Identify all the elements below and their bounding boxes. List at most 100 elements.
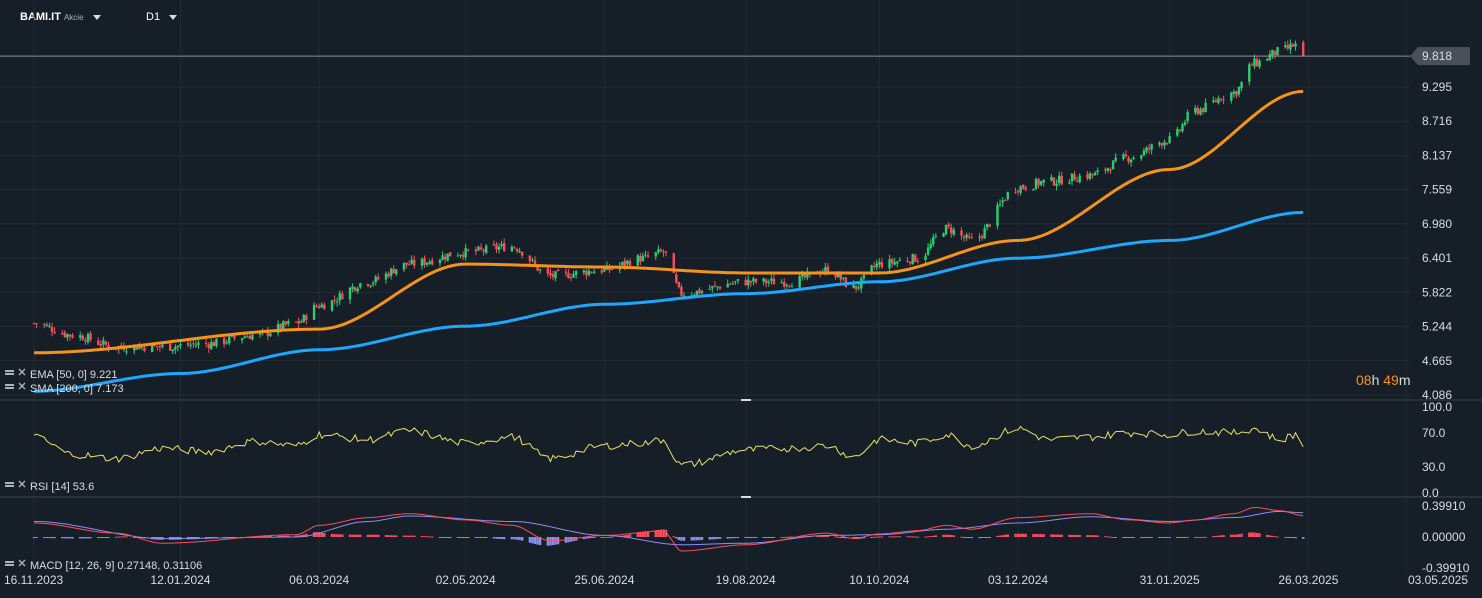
macd-bar bbox=[1145, 537, 1148, 538]
candle-body bbox=[772, 278, 776, 285]
candle-body bbox=[1258, 60, 1261, 67]
candle-body bbox=[998, 203, 1002, 205]
macd-bar bbox=[590, 537, 593, 538]
macd-bar bbox=[392, 535, 395, 537]
candle-body bbox=[664, 251, 668, 253]
ema-legend[interactable]: EMA [50, 0] 9.221 bbox=[5, 368, 117, 381]
timeframe-selector[interactable]: D1 bbox=[146, 11, 178, 23]
candle-body bbox=[836, 272, 840, 278]
candle-body bbox=[71, 335, 74, 338]
candle-body bbox=[1214, 100, 1218, 102]
macd-bar bbox=[282, 535, 285, 537]
candle-body bbox=[1291, 44, 1295, 47]
candle-body bbox=[626, 260, 629, 265]
macd-bar bbox=[1253, 532, 1256, 537]
rsi-legend[interactable]: RSI [14] 53.6 bbox=[5, 480, 94, 493]
rsi-axis-label: 100.0 bbox=[1422, 400, 1452, 414]
macd-bar bbox=[1068, 534, 1071, 537]
macd-bar bbox=[287, 535, 290, 537]
candle-body bbox=[341, 293, 344, 300]
candle-body bbox=[1111, 160, 1115, 170]
candle-body bbox=[569, 277, 573, 279]
sma-legend[interactable]: SMA [200, 0] 7.173 bbox=[5, 382, 124, 395]
candle-body bbox=[968, 236, 971, 238]
macd-bar bbox=[538, 537, 542, 546]
candle-body bbox=[1273, 50, 1277, 55]
rsi-axis-label: 0.0 bbox=[1422, 486, 1439, 500]
sma-200-line bbox=[34, 211, 1304, 393]
macd-bar bbox=[61, 537, 64, 539]
macd-bar bbox=[1129, 537, 1133, 538]
candle-body bbox=[50, 327, 54, 332]
panel-resize-handle[interactable] bbox=[741, 399, 751, 401]
candle-body bbox=[1091, 173, 1094, 176]
macd-bar bbox=[1140, 537, 1143, 538]
macd-axis-label: 0.00000 bbox=[1422, 530, 1466, 544]
macd-bar bbox=[315, 532, 318, 537]
candle-body bbox=[107, 345, 110, 349]
candle-body bbox=[944, 225, 948, 235]
candle-body bbox=[1232, 91, 1236, 94]
candle-body bbox=[161, 344, 164, 347]
candle-body bbox=[780, 282, 783, 284]
candle-body bbox=[369, 285, 372, 287]
candle-body bbox=[700, 291, 704, 293]
candle-body bbox=[734, 281, 737, 283]
macd-bar bbox=[84, 537, 87, 539]
macd-bar bbox=[446, 537, 449, 538]
macd-bar bbox=[896, 536, 899, 538]
macd-legend[interactable]: MACD [12, 26, 9] 0.27148, 0.31106 bbox=[5, 559, 202, 572]
candle-body bbox=[893, 262, 896, 265]
candle-body bbox=[189, 344, 192, 346]
macd-bar bbox=[911, 536, 914, 538]
macd-bar bbox=[63, 537, 67, 539]
candle-body bbox=[1253, 58, 1256, 67]
macd-bar bbox=[495, 537, 498, 539]
macd-bar bbox=[1070, 534, 1074, 537]
candle-body bbox=[965, 234, 968, 238]
macd-bar bbox=[898, 536, 902, 538]
candle-body bbox=[646, 255, 650, 257]
macd-bar bbox=[880, 536, 884, 538]
candle-body bbox=[708, 289, 711, 291]
macd-bar bbox=[934, 535, 938, 537]
macd-bar bbox=[628, 534, 632, 537]
macd-bar bbox=[1196, 536, 1200, 538]
macd-bar bbox=[842, 537, 845, 538]
macd-bar bbox=[834, 536, 837, 538]
price-axis-label: 7.559 bbox=[1422, 183, 1452, 197]
price-axis-label: 6.401 bbox=[1422, 251, 1452, 265]
candle-body bbox=[736, 279, 740, 281]
candle-body bbox=[980, 236, 984, 238]
candle-body bbox=[176, 345, 180, 348]
candle-body bbox=[1104, 169, 1107, 171]
candle-body bbox=[258, 332, 262, 335]
macd-bar bbox=[125, 536, 128, 538]
macd-bar bbox=[754, 537, 758, 538]
candle-body bbox=[1302, 42, 1305, 57]
candle-body bbox=[711, 286, 714, 289]
macd-bar bbox=[1124, 537, 1128, 538]
panel-resize-handle[interactable] bbox=[741, 496, 751, 498]
macd-bar bbox=[1284, 536, 1287, 538]
time-axis-label: 06.03.2024 bbox=[289, 573, 349, 587]
macd-bar bbox=[1230, 534, 1233, 537]
macd-bar bbox=[359, 534, 362, 537]
macd-bar bbox=[801, 536, 804, 538]
candle-body bbox=[395, 269, 398, 275]
candle-body bbox=[510, 246, 514, 252]
macd-bar bbox=[657, 529, 660, 537]
candle-body bbox=[282, 321, 285, 329]
symbol-selector[interactable]: BAMI.IT Akcie bbox=[20, 11, 101, 23]
macd-bar bbox=[870, 537, 873, 538]
price-axis-label: 6.980 bbox=[1422, 217, 1452, 231]
macd-bar bbox=[1268, 535, 1272, 537]
macd-bar bbox=[878, 536, 881, 538]
candle-body bbox=[1284, 45, 1287, 48]
macd-bar bbox=[1039, 534, 1043, 537]
close-icon bbox=[18, 480, 26, 488]
macd-bar bbox=[284, 535, 287, 537]
candle-body bbox=[156, 345, 159, 348]
macd-bar bbox=[330, 533, 334, 537]
